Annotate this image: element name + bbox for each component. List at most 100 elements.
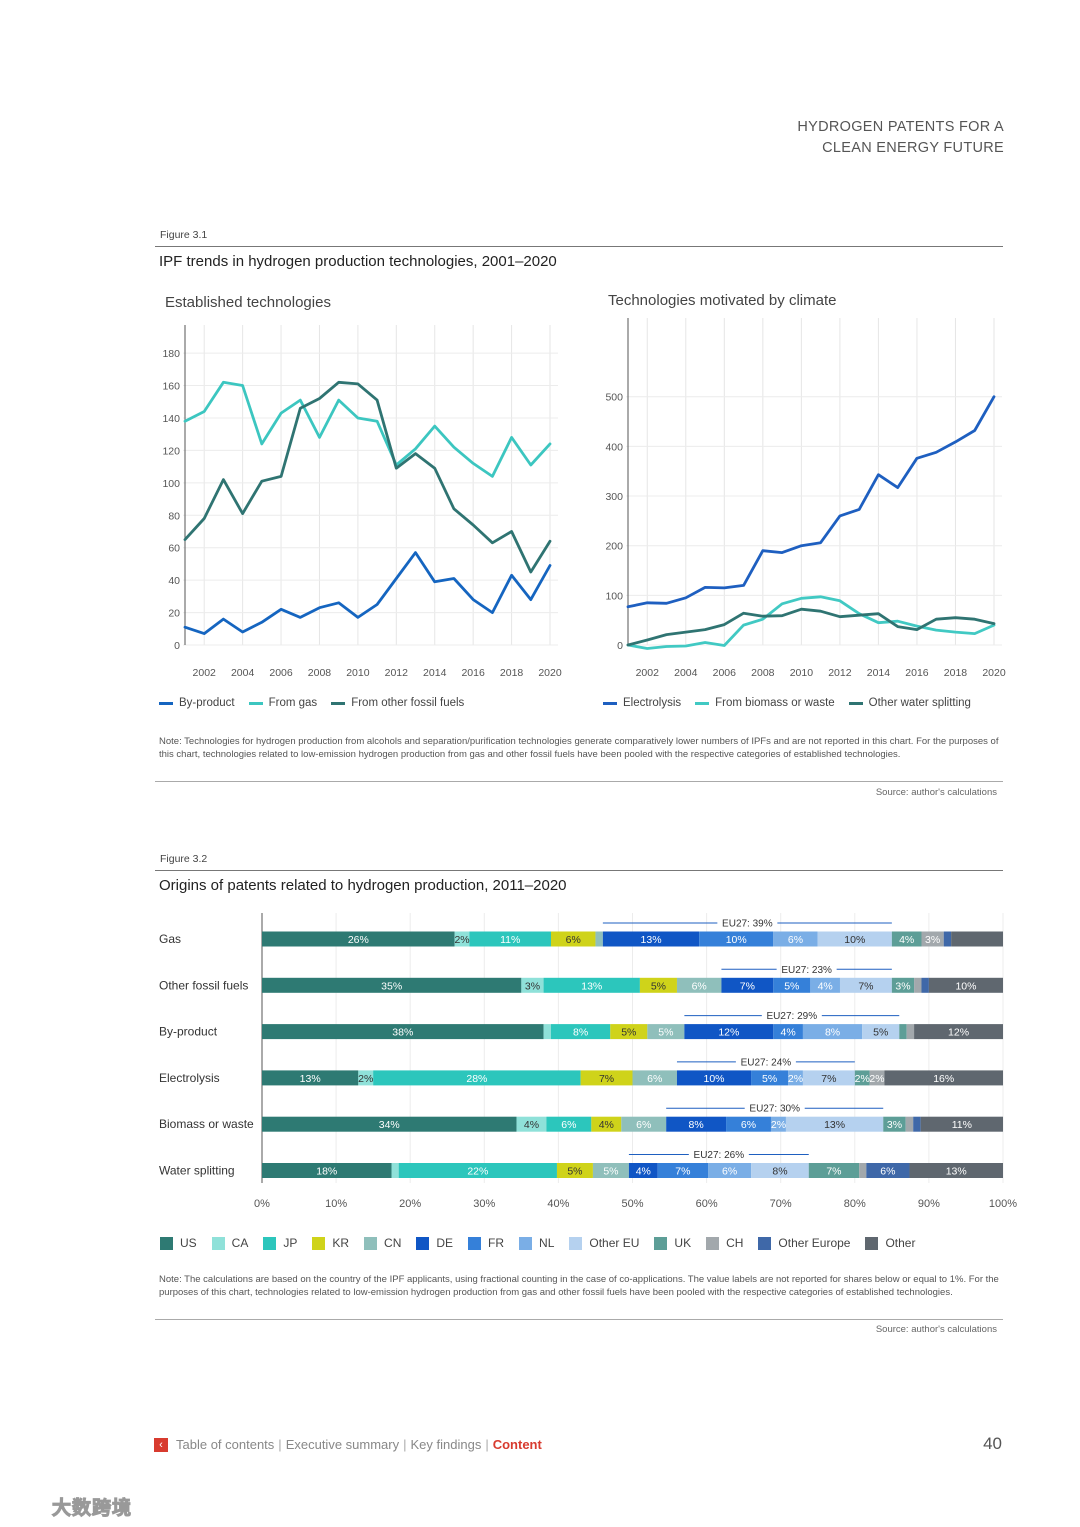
bar-segment-de [684, 1024, 774, 1040]
bar-segment-us [262, 1116, 517, 1132]
bar-segment-de [628, 1163, 658, 1178]
x-tick-label: 90% [918, 1198, 940, 1210]
eu27-label: EU27: 24% [741, 1057, 792, 1068]
data-label: 4% [524, 1119, 539, 1131]
data-label: 3% [525, 980, 540, 992]
bar-segment-uk [899, 1024, 907, 1040]
bar-segment-ca [543, 1024, 551, 1040]
data-label: 7% [599, 1073, 614, 1085]
legend-label: From other fossil fuels [351, 697, 465, 709]
data-label: 6% [741, 1119, 756, 1131]
link-key-findings[interactable]: Key findings [410, 1437, 482, 1452]
legend-swatch [263, 1236, 277, 1250]
x-tick-label: 2016 [905, 667, 929, 679]
back-arrow-icon[interactable]: ‹ [154, 1437, 168, 1452]
divider [155, 246, 1003, 247]
figure-title: Origins of patents related to hydrogen p… [159, 877, 567, 894]
legend-label: Other water splitting [868, 697, 971, 709]
bar-segment-other [928, 977, 1003, 993]
bar-segment-ca [391, 1163, 399, 1178]
bar-segment-uk [891, 931, 922, 947]
bar-segment-fr [751, 1070, 789, 1086]
eu27-label: EU27: 39% [722, 919, 773, 930]
x-tick-label: 60% [696, 1198, 718, 1210]
series-line-from_gas [183, 380, 552, 478]
bar-segment-cn [592, 1163, 629, 1178]
bar-segment-us [262, 931, 455, 947]
bar-segment-de [721, 977, 774, 993]
legend-item: Other water splitting [848, 697, 971, 709]
bar-segment-de [676, 1070, 752, 1086]
series-line-water_splitting [626, 607, 996, 647]
bar-segment-us [262, 1163, 392, 1178]
data-label: 7% [740, 980, 755, 992]
y-tick-label: 180 [162, 348, 180, 360]
data-label: 6% [636, 1119, 651, 1131]
bar-segment-ch [869, 1070, 885, 1086]
data-label: 6% [692, 980, 707, 992]
eu27-label: EU27: 29% [767, 1011, 818, 1022]
data-label: 11% [500, 934, 520, 946]
row-label: By-product [159, 1025, 218, 1039]
x-tick-label: 30% [473, 1198, 495, 1210]
legend-swatch [848, 701, 863, 705]
data-label: 6% [788, 934, 803, 946]
bar-segment-nl [788, 1070, 803, 1086]
data-label: 10% [704, 1073, 725, 1085]
legend-item: JP [263, 1236, 297, 1250]
bar-segment-nl [810, 977, 840, 993]
legend-item: From other fossil fuels [331, 697, 464, 709]
legend-item: US [160, 1236, 197, 1250]
data-label: 4% [636, 1166, 651, 1178]
data-label: 6% [561, 1119, 576, 1131]
data-label: 26% [348, 934, 369, 946]
bar-segment-cn [632, 1070, 677, 1086]
y-tick-label: 500 [605, 392, 623, 404]
link-table-of-contents[interactable]: Table of contents [176, 1437, 275, 1452]
bar-segment-other-europe [866, 1163, 910, 1178]
bar-segment-other-europe [921, 977, 929, 993]
legend-swatch [758, 1236, 772, 1250]
legend-swatch [248, 701, 263, 705]
legend-item: KR [312, 1236, 349, 1250]
y-tick-label: 120 [162, 445, 180, 457]
data-label: 7% [826, 1166, 841, 1178]
row-label: Biomass or waste [159, 1117, 254, 1131]
bar-segment-uk [891, 977, 915, 993]
x-tick-label: 2008 [308, 667, 332, 679]
figure-source: Source: author's calculations [875, 787, 997, 798]
data-label: 3% [925, 934, 940, 946]
data-label: 10% [726, 934, 747, 946]
x-tick-label: 2002 [636, 667, 660, 679]
data-label: 2% [454, 934, 469, 946]
row-label: Electrolysis [159, 1071, 220, 1085]
chart-legend: US CA JP KR CN DE FR NL Other EU UK CH Other Europe… [160, 1236, 930, 1250]
bar-segment-other-europe [943, 931, 952, 947]
x-tick-label: 2006 [713, 667, 737, 679]
x-tick-label: 2006 [269, 667, 293, 679]
legend-label: KR [332, 1236, 350, 1250]
bar-segment-uk [854, 1070, 870, 1086]
chart-legend: Electrolysis From biomass or waste Other… [603, 697, 985, 709]
legend-swatch [211, 1236, 225, 1250]
x-tick-label: 50% [621, 1198, 643, 1210]
bar-segment-us [262, 1070, 359, 1086]
legend-item: UK [654, 1236, 691, 1250]
figure-label: Figure 3.2 [160, 853, 208, 865]
data-label: 5% [621, 1027, 636, 1039]
legend-item: CN [364, 1236, 401, 1250]
header-line-2: CLEAN ENERGY FUTURE [822, 140, 1004, 156]
y-tick-label: 0 [174, 640, 180, 652]
bar-segment-nl [770, 1116, 786, 1132]
figure-label: Figure 3.1 [160, 229, 208, 241]
bar-segment-fr [699, 931, 774, 947]
bar-segment-de [666, 1116, 727, 1132]
bar-segment-ch [914, 977, 922, 993]
link-executive-summary[interactable]: Executive summary [285, 1437, 400, 1452]
x-tick-label: 40% [547, 1198, 569, 1210]
bar-segment-kr [550, 931, 596, 947]
header-line-1: HYDROGEN PATENTS FOR A [797, 119, 1004, 135]
y-tick-label: 100 [162, 478, 180, 490]
link-content[interactable]: Content [492, 1437, 542, 1452]
y-tick-label: 160 [162, 381, 180, 393]
